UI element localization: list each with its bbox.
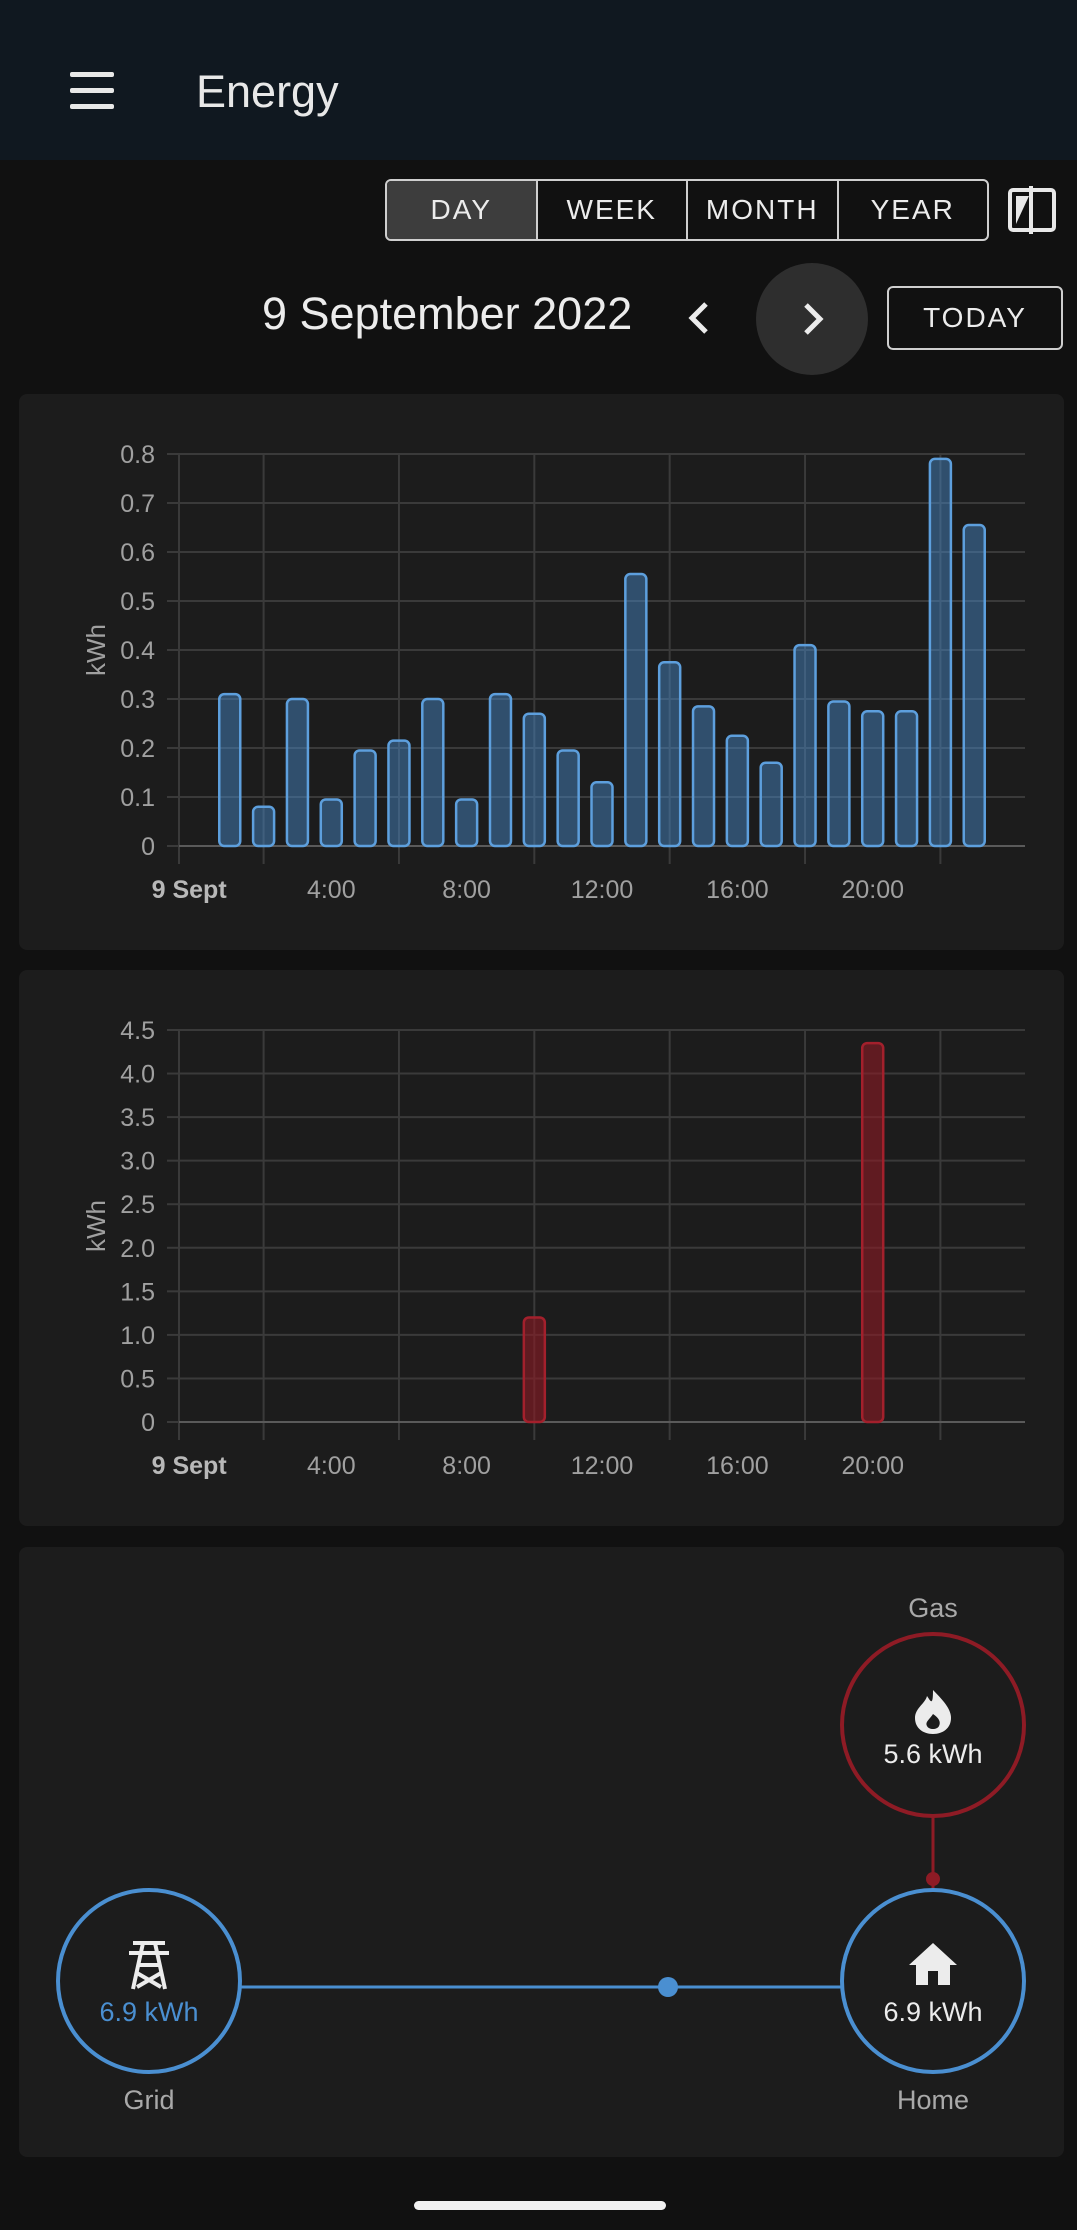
period-year-button[interactable]: YEAR — [870, 194, 955, 225]
gas-flow-dot — [926, 1872, 940, 1886]
x-tick-label: 4:00 — [307, 1452, 356, 1480]
y-tick-label: 2.5 — [120, 1191, 155, 1219]
x-tick-label: 20:00 — [841, 876, 904, 904]
gas-node-ring — [840, 1632, 1026, 1818]
chart-bar — [522, 1316, 547, 1424]
compare-icon[interactable] — [1007, 184, 1057, 236]
y-tick-label: 3.5 — [120, 1104, 155, 1132]
app-bar: Energy — [0, 0, 1077, 160]
chart-bar — [860, 710, 885, 848]
y-tick-label: 1.0 — [120, 1322, 155, 1350]
chart-bar — [556, 749, 580, 848]
grid-consumption-chart: 0 0.1 0.2 0.3 0.4 0.5 0.6 0.7 0.8 9 Sept 4:00 8:00 1… — [81, 441, 1025, 904]
period-week-button[interactable]: WEEK — [538, 181, 688, 239]
chart-bar — [691, 705, 716, 848]
chart-bar — [218, 692, 242, 848]
x-tick-label: 8:00 — [442, 1452, 491, 1480]
home-node-ring — [840, 1888, 1026, 2074]
y-axis-label: kWh — [81, 624, 111, 676]
chart-bar — [928, 457, 953, 848]
chart-bar — [251, 805, 276, 848]
y-tick-label: 0 — [141, 833, 155, 861]
gas-consumption-card: 0 0.5 1.0 1.5 2.0 2.5 3.0 3.5 4.0 4.5 9 Sept 4:00 8:… — [19, 970, 1064, 1526]
y-tick-label: 0.7 — [120, 490, 155, 518]
x-tick-label: 16:00 — [706, 876, 769, 904]
gas-consumption-chart: 0 0.5 1.0 1.5 2.0 2.5 3.0 3.5 4.0 4.5 9 Sept 4:00 8:… — [81, 1017, 1025, 1480]
y-tick-label: 2.0 — [120, 1235, 155, 1263]
page-title: Energy — [196, 66, 339, 117]
y-tick-label: 0.8 — [120, 441, 155, 469]
chart-bar — [894, 710, 919, 848]
x-tick-label: 16:00 — [706, 1452, 769, 1480]
y-tick-label: 4.0 — [120, 1061, 155, 1089]
chart-bar — [759, 761, 783, 848]
grid-label: Grid — [123, 2085, 175, 2115]
y-tick-label: 1.5 — [120, 1278, 155, 1306]
y-tick-label: 0.2 — [120, 735, 155, 763]
grid-consumption-card: 0 0.1 0.2 0.3 0.4 0.5 0.6 0.7 0.8 9 Sept 4:00 8:00 1… — [19, 394, 1064, 950]
energy-flow-lines — [56, 1632, 1026, 2074]
chart-bar — [353, 749, 377, 848]
chart-bar — [488, 692, 513, 848]
x-tick-label: 12:00 — [571, 876, 634, 904]
period-day-button[interactable]: DAY — [387, 181, 538, 239]
y-axis-label: kWh — [81, 1200, 111, 1252]
home-label: Home — [896, 2085, 970, 2115]
home-icon — [909, 1943, 957, 1985]
menu-icon[interactable] — [58, 56, 128, 126]
x-tick-label: 9 Sept — [152, 1452, 228, 1480]
grid-node-ring — [56, 1888, 242, 2074]
period-selector: DAY WEEK MONTH YEAR — [385, 179, 989, 241]
date-label: 9 September 2022 — [262, 288, 633, 339]
chart-bar — [522, 712, 547, 848]
chart-bar — [454, 798, 479, 848]
chart-bar — [319, 798, 344, 848]
transmission-tower-icon — [129, 1941, 169, 1990]
chart-bar — [421, 697, 445, 848]
y-tick-label: 0.4 — [120, 637, 155, 665]
x-tick-label: 12:00 — [571, 1452, 634, 1480]
x-tick-label: 8:00 — [442, 876, 491, 904]
y-tick-label: 0.1 — [120, 784, 155, 812]
home-value: 6.9 kWh — [883, 1997, 983, 2027]
y-tick-label: 3.0 — [120, 1148, 155, 1176]
y-tick-label: 4.5 — [120, 1017, 155, 1045]
chart-bar — [387, 739, 411, 848]
energy-distribution-card: Gas 5.6 kWh 6.9 kWh 6.9 kWh Grid Home — [19, 1547, 1064, 2157]
home-indicator — [414, 2201, 666, 2210]
chart-bar — [285, 697, 310, 848]
x-tick-label: 9 Sept — [152, 876, 228, 904]
gas-value: 5.6 kWh — [883, 1739, 983, 1769]
chevron-left-icon[interactable] — [676, 290, 722, 346]
chart-bar — [793, 643, 817, 848]
chart-bar — [725, 734, 750, 848]
y-tick-label: 0.6 — [120, 539, 155, 567]
chart-bar — [590, 781, 614, 848]
y-tick-label: 0.5 — [120, 1365, 155, 1393]
x-tick-label: 20:00 — [841, 1452, 904, 1480]
period-month-button[interactable]: MONTH — [688, 181, 839, 239]
chevron-right-icon — [804, 303, 824, 335]
y-tick-label: 0.5 — [120, 588, 155, 616]
y-tick-label: 0.3 — [120, 686, 155, 714]
x-tick-label: 4:00 — [307, 876, 356, 904]
grid-value: 6.9 kWh — [99, 1997, 199, 2027]
chart-bar — [962, 523, 986, 848]
today-button[interactable]: TODAY — [887, 286, 1063, 350]
grid-flow-dot — [658, 1977, 678, 1997]
next-period-button[interactable] — [756, 263, 868, 375]
fire-icon — [915, 1690, 951, 1734]
gas-label: Gas — [908, 1593, 958, 1623]
y-tick-label: 0 — [141, 1409, 155, 1437]
chart-bar — [827, 700, 851, 848]
chart-bar — [624, 572, 648, 848]
chart-bar — [860, 1041, 885, 1424]
chart-bar — [657, 661, 682, 848]
